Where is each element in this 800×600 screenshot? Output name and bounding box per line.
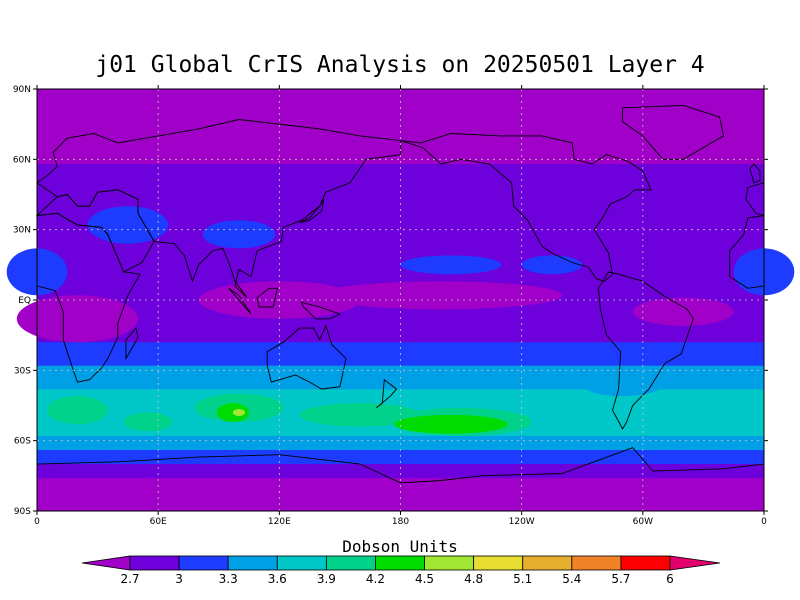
lon-label: 60W [633, 517, 653, 527]
lat-label: 90N [13, 85, 31, 95]
coastline-north-america [400, 133, 652, 282]
field-contour [216, 403, 250, 422]
map-title: j01 Global CrIS Analysis on 20250501 Lay… [95, 52, 705, 78]
field-contour [232, 409, 246, 417]
coastline-new-guinea [300, 301, 342, 320]
colorbar: 2.7 3 3.3 3.6 3.9 4.2 4.5 4.8 5.1 5.4 5.7 6 [81, 555, 721, 586]
lat-label: 90S [14, 507, 31, 517]
lon-label: 0 [34, 517, 40, 527]
colorbar-bin [620, 555, 671, 571]
lon-label: 120W [509, 517, 535, 527]
colorbar-level-label: 3.9 [317, 572, 336, 586]
coastline-madagascar [125, 327, 139, 361]
coastline-eurasia [36, 119, 401, 299]
graticule [33, 85, 768, 515]
field-contour [117, 370, 199, 390]
colorbar-units: Dobson Units [342, 537, 458, 556]
colorbar-level-label: 3.3 [219, 572, 238, 586]
coastline-new-zealand [376, 378, 398, 409]
coastline-sumatra [228, 287, 252, 315]
field-contour [299, 403, 421, 427]
lon-label: 120E [268, 517, 291, 527]
colorbar-level-label: 4.2 [366, 572, 385, 586]
colorbar-arrow-low [81, 555, 131, 571]
colorbar-bin [276, 555, 327, 571]
colorbar-level-label: 6 [666, 572, 674, 586]
coastline-africa-west [729, 215, 765, 289]
colorbar-bin [325, 555, 376, 571]
colorbar-bin [227, 555, 278, 571]
lon-label: 0 [761, 517, 767, 527]
colorbar-level-label: 5.1 [513, 572, 532, 586]
colorbar-level-label: 4.8 [464, 572, 483, 586]
field-contour [87, 206, 169, 244]
colorbar-level-label: 2.7 [120, 572, 139, 586]
field-contour [521, 255, 583, 275]
map-frame [36, 88, 765, 512]
field-band [37, 478, 764, 511]
coastline-greenland [622, 104, 725, 160]
colorbar-bin [571, 555, 622, 571]
field-contour [123, 412, 173, 432]
colorbar-bin [129, 555, 180, 571]
colorbar-level-label: 4.5 [415, 572, 434, 586]
colorbar-bin [522, 555, 573, 571]
colorbar-bin [178, 555, 229, 571]
field-contour [394, 414, 508, 434]
colorbar-level-label: 5.4 [562, 572, 581, 586]
lon-label: 180 [392, 517, 409, 527]
colorbar-bin [473, 555, 524, 571]
field-contour [202, 220, 276, 249]
field-contour [400, 255, 502, 275]
field-band [37, 450, 764, 465]
coastline-borneo [256, 287, 278, 308]
lat-label: 30N [13, 226, 31, 236]
colorbar-level-label: 3 [175, 572, 183, 586]
lat-label: 60N [13, 155, 31, 165]
lat-label: 60S [14, 437, 31, 447]
lon-label: 60E [150, 517, 167, 527]
field-contour [582, 372, 664, 397]
coastline-britain [749, 163, 761, 184]
colorbar-level-label: 3.6 [268, 572, 287, 586]
lat-label: 30S [14, 366, 31, 376]
field-contour [47, 396, 108, 425]
field-contour [319, 281, 563, 310]
coastline-australia [266, 324, 347, 390]
coastline-japan [299, 198, 325, 224]
field-contour [632, 297, 734, 326]
colorbar-arrow-high [669, 555, 721, 571]
coastline-south-america [597, 271, 694, 430]
colorbar-level-label: 5.7 [611, 572, 630, 586]
colorbar-bin [375, 555, 425, 571]
colorbar-bin [424, 555, 475, 571]
field-band [37, 464, 764, 479]
field-contour [16, 295, 138, 343]
lat-label: EQ [18, 296, 31, 306]
